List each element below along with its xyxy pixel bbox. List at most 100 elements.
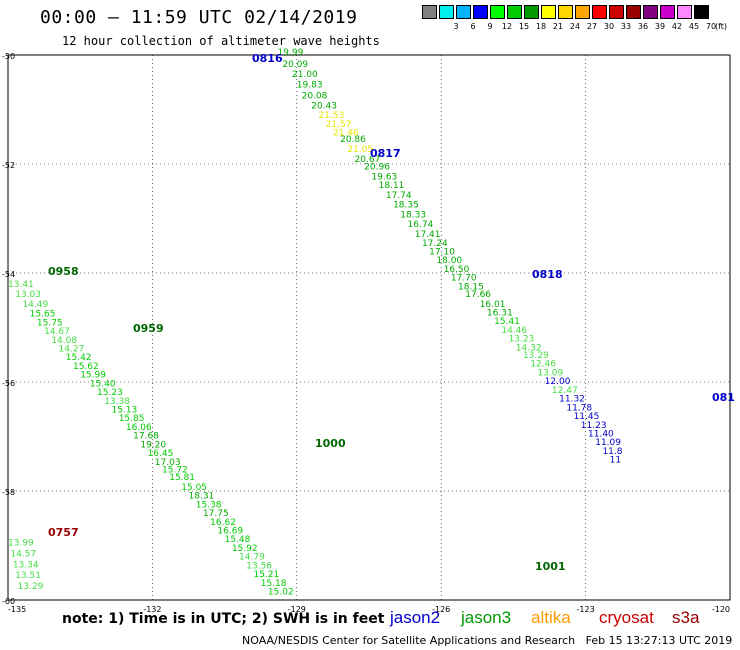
wave-height-value: 16.62: [210, 518, 236, 528]
legend-label: 45: [688, 22, 700, 31]
legend-label: 12: [501, 22, 513, 31]
wave-height-value: 14.27: [59, 344, 85, 354]
wave-height-value: 17.75: [203, 509, 229, 519]
wave-height-value: 13.29: [18, 582, 44, 592]
track-time-label: 1001: [535, 560, 566, 573]
wave-height-value: 15.21: [253, 570, 279, 580]
wave-height-value: 16.69: [217, 527, 243, 537]
legend-swatch: [473, 5, 488, 19]
track-time-label: 0757: [48, 526, 79, 539]
wave-height-value: 14.32: [516, 343, 542, 353]
latitude-label: -58: [2, 488, 15, 497]
wave-height-value: 18.33: [400, 210, 426, 220]
wave-height-value: 15.23: [97, 388, 123, 398]
footer-note: note: 1) Time is in UTC; 2) SWH is in fe…: [62, 611, 385, 627]
wave-height-value: 15.92: [232, 544, 258, 554]
wave-height-value: 11.40: [588, 430, 614, 440]
legend-swatch: [456, 5, 471, 19]
wave-height-value: 17.70: [451, 274, 477, 284]
wave-height-value: 15.99: [80, 371, 106, 381]
longitude-label: -126: [432, 605, 450, 614]
wave-height-value: 11: [610, 456, 621, 466]
credit-line: NOAA/NESDIS Center for Satellite Applica…: [242, 634, 733, 647]
satellite-jason3-label: jason3: [461, 608, 512, 627]
wave-height-value: 21.57: [326, 120, 352, 130]
satellite-cryosat-label: cryosat: [599, 608, 654, 627]
wave-height-value: 13.51: [15, 571, 41, 581]
legend-swatch: [592, 5, 607, 19]
track-time-label: 0817: [370, 147, 401, 160]
wave-height-value: 15.42: [66, 353, 92, 363]
wave-height-value: 11.8: [602, 447, 622, 457]
wave-height-value: 15.38: [196, 500, 222, 510]
wave-height-value: 19.20: [140, 440, 166, 450]
track-time-label: 0816: [252, 52, 283, 65]
legend-swatch: [507, 5, 522, 19]
legend-swatch: [490, 5, 505, 19]
wave-height-value: 13.03: [15, 290, 41, 300]
wave-height-value: 15.62: [73, 362, 99, 372]
legend-swatch: [677, 5, 692, 19]
legend-swatch: [541, 5, 556, 19]
wave-height-value: 16.01: [480, 300, 506, 310]
wave-height-value: 20.09: [282, 60, 308, 70]
wave-height-value: 15.05: [181, 483, 207, 493]
legend-swatch: [609, 5, 624, 19]
wave-height-value: 15.40: [90, 379, 116, 389]
wave-height-value: 14.67: [44, 327, 70, 337]
map-title: 00:00 – 11:59 UTC 02/14/2019: [40, 7, 358, 28]
longitude-label: -132: [143, 605, 161, 614]
legend-swatch: [575, 5, 590, 19]
wave-height-value: 15.81: [169, 473, 195, 483]
wave-height-value: 13.38: [104, 397, 130, 407]
legend-swatch: [524, 5, 539, 19]
legend-label: 70: [705, 22, 717, 31]
wave-height-value: 13.23: [509, 335, 535, 345]
track-time-label: 0818: [532, 268, 563, 281]
legend-label: 6: [470, 22, 476, 31]
wave-height-value: 17.66: [465, 290, 491, 300]
satellite-s3a-label: s3a: [672, 608, 700, 627]
wave-height-value: 12.47: [552, 386, 578, 396]
map-subtitle: 12 hour collection of altimeter wave hei…: [62, 34, 380, 48]
satellite-altika-label: altika: [531, 608, 571, 627]
legend-swatch: [422, 5, 437, 19]
wave-height-value: 20.67: [355, 155, 381, 165]
wave-height-value: 11.09: [595, 438, 621, 448]
legend-label: 36: [637, 22, 649, 31]
longitude-label: -120: [712, 605, 730, 614]
wave-height-value: 19.83: [297, 81, 323, 91]
wave-height-value: 13.56: [246, 561, 272, 571]
legend-label: 33: [620, 22, 632, 31]
wave-height-value: 13.34: [13, 560, 39, 570]
satellite-jason2-label: jason2: [390, 608, 441, 627]
legend-unit: (ft): [714, 22, 728, 31]
wave-height-value: 17.74: [386, 191, 412, 201]
wave-height-value: 15.13: [111, 406, 137, 416]
wave-height-value: 18.00: [436, 256, 462, 266]
legend-swatch: [558, 5, 573, 19]
legend-swatch: [626, 5, 641, 19]
wave-height-value: 17.24: [422, 239, 448, 249]
wave-height-value: 20.86: [340, 135, 366, 145]
wave-height-value: 19.99: [278, 48, 304, 58]
wave-height-value: 13.99: [8, 539, 34, 549]
wave-height-value: 21.46: [333, 129, 359, 139]
wave-height-value: 20.43: [311, 101, 337, 111]
wave-height-value: 14.49: [22, 300, 48, 310]
wave-height-value: 17.41: [415, 230, 441, 240]
wave-height-value: 14.79: [239, 553, 265, 563]
legend-label: 18: [535, 22, 547, 31]
wave-height-value: 14.46: [501, 326, 527, 336]
wave-height-value: 14.57: [10, 549, 36, 559]
wave-height-value: 21.00: [292, 70, 318, 80]
wave-height-value: 15.02: [268, 588, 294, 598]
wave-height-value: 11.23: [581, 421, 607, 431]
wave-height-value: 17.10: [429, 247, 455, 257]
wave-height-value: 15.85: [119, 414, 145, 424]
legend-label: 30: [603, 22, 615, 31]
legend-swatch: [660, 5, 675, 19]
wave-height-value: 15.72: [162, 465, 188, 475]
map-frame: [7, 54, 731, 601]
